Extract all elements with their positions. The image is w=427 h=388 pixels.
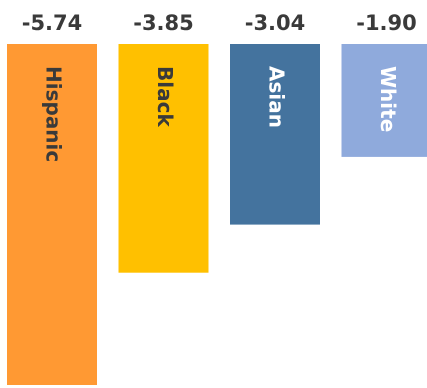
bar-black xyxy=(118,44,209,273)
value-label-hispanic: -5.74 xyxy=(22,11,83,35)
value-label-asian: -3.04 xyxy=(245,11,306,35)
value-label-white: -1.90 xyxy=(356,11,417,35)
bar-white xyxy=(341,44,427,157)
category-label-asian: Asian xyxy=(265,66,289,128)
category-label-white: White xyxy=(376,66,400,132)
value-label-black: -3.85 xyxy=(133,11,194,35)
category-label-black: Black xyxy=(153,66,177,127)
bar-hispanic xyxy=(7,44,97,385)
category-label-hispanic: Hispanic xyxy=(42,66,66,162)
bar-asian xyxy=(230,44,320,225)
